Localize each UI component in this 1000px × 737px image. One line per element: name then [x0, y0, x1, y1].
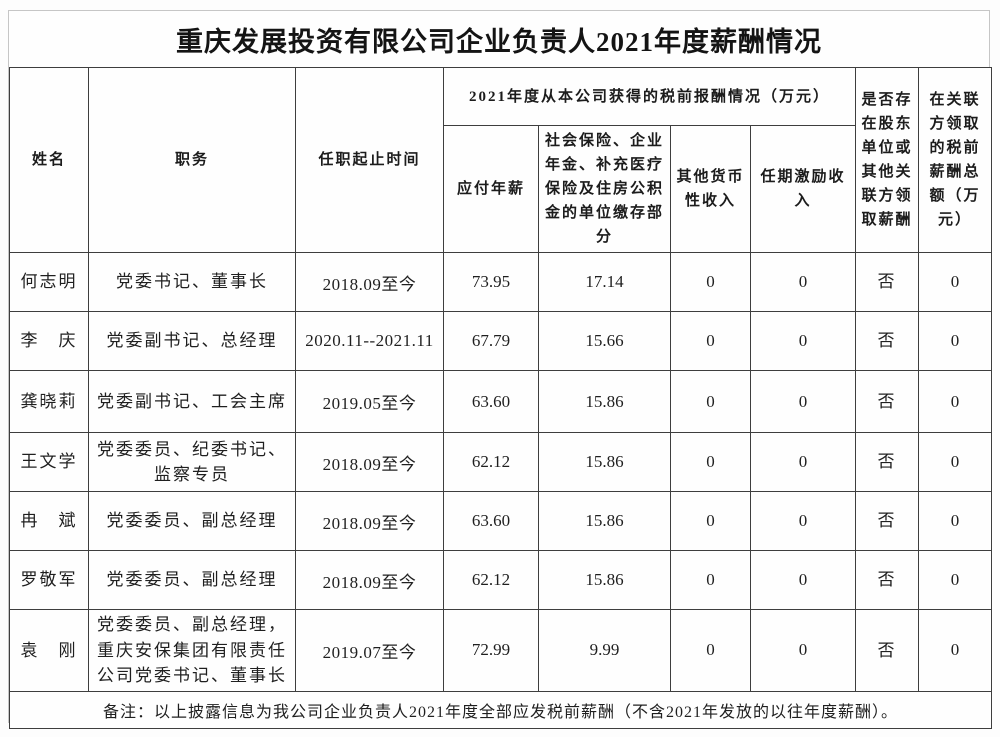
- other-income-cell: 0: [670, 311, 751, 371]
- insurance-cell: 17.14: [538, 252, 671, 312]
- position-cell: 党委委员、副总经理: [88, 491, 296, 551]
- salary-disclosure-sheet: 重庆发展投资有限公司企业负责人2021年度薪酬情况 姓名 职务 任职起止时间 2…: [8, 10, 993, 729]
- other-income-cell: 0: [670, 491, 751, 551]
- other-income-cell: 0: [670, 550, 751, 610]
- position-cell: 党委副书记、工会主席: [88, 370, 296, 433]
- related-party-cell: 否: [855, 252, 920, 312]
- annual-salary-cell: 72.99: [443, 609, 539, 692]
- position-cell: 党委书记、董事长: [88, 252, 296, 312]
- table-row: 龚晓莉 党委副书记、工会主席 2019.05至今 63.60 15.86 0 0…: [9, 370, 993, 433]
- header-row-sub: 应付年薪 社会保险、企业年金、补充医疗保险及住房公积金的单位缴存部分 其他货币性…: [10, 125, 992, 253]
- term-cell: 2018.09至今: [295, 491, 444, 551]
- col-header-compensation-group: 2021年度从本公司获得的税前报酬情况（万元）: [442, 67, 857, 126]
- position-cell: 党委委员、副总经理: [88, 550, 296, 610]
- incentive-cell: 0: [749, 252, 857, 312]
- term-cell: 2019.07至今: [295, 609, 444, 692]
- col-header-annual-salary: 应付年薪: [443, 125, 539, 253]
- annual-salary-cell: 63.60: [443, 370, 539, 433]
- related-amount-cell: 0: [918, 370, 993, 433]
- related-party-cell: 否: [855, 370, 920, 433]
- insurance-cell: 15.86: [538, 370, 671, 433]
- insurance-cell: 15.86: [538, 432, 671, 492]
- incentive-cell: 0: [749, 432, 857, 492]
- header-row-group: 姓名 职务 任职起止时间 2021年度从本公司获得的税前报酬情况（万元） 是否存…: [9, 67, 993, 253]
- other-income-cell: 0: [670, 252, 751, 312]
- incentive-cell: 0: [749, 311, 857, 371]
- incentive-cell: 0: [749, 491, 857, 551]
- table-row: 王文学 党委委员、纪委书记、监察专员 2018.09至今 62.12 15.86…: [9, 432, 993, 492]
- name-cell: 袁 刚: [9, 609, 89, 692]
- name-cell: 何志明: [9, 252, 89, 312]
- related-party-cell: 否: [855, 311, 920, 371]
- related-amount-cell: 0: [918, 491, 993, 551]
- term-cell: 2018.09至今: [295, 432, 444, 492]
- annual-salary-cell: 63.60: [443, 491, 539, 551]
- incentive-cell: 0: [749, 550, 857, 610]
- col-header-other-income: 其他货币性收入: [670, 125, 751, 253]
- related-amount-cell: 0: [918, 252, 993, 312]
- note-text: 备注：以上披露信息为我公司企业负责人2021年度全部应发税前薪酬（不含2021年…: [8, 690, 993, 729]
- insurance-cell: 9.99: [538, 609, 671, 692]
- term-cell: 2020.11--2021.11: [295, 311, 444, 371]
- related-party-cell: 否: [855, 550, 920, 610]
- term-cell: 2018.09至今: [295, 252, 444, 312]
- position-cell: 党委委员、副总经理，重庆安保集团有限责任公司党委书记、董事长: [88, 609, 296, 692]
- table-row: 袁 刚 党委委员、副总经理，重庆安保集团有限责任公司党委书记、董事长 2019.…: [9, 609, 993, 692]
- col-header-related-party: 是否存在股东单位或其他关联方领取薪酬: [855, 67, 920, 253]
- other-income-cell: 0: [670, 432, 751, 492]
- position-cell: 党委副书记、总经理: [88, 311, 296, 371]
- related-party-cell: 否: [855, 432, 920, 492]
- col-header-term: 任职起止时间: [295, 67, 444, 253]
- title-band: 重庆发展投资有限公司企业负责人2021年度薪酬情况: [9, 11, 989, 67]
- related-party-cell: 否: [855, 491, 920, 551]
- note-row: 备注：以上披露信息为我公司企业负责人2021年度全部应发税前薪酬（不含2021年…: [8, 690, 993, 729]
- col-header-related-amount: 在关联方领取的税前薪酬总额（万元）: [918, 67, 993, 253]
- salary-table: 姓名 职务 任职起止时间 2021年度从本公司获得的税前报酬情况（万元） 是否存…: [8, 67, 993, 729]
- related-amount-cell: 0: [918, 609, 993, 692]
- annual-salary-cell: 62.12: [443, 432, 539, 492]
- insurance-cell: 15.86: [538, 491, 671, 551]
- position-cell: 党委委员、纪委书记、监察专员: [88, 432, 296, 492]
- term-cell: 2018.09至今: [295, 550, 444, 610]
- table-row: 李 庆 党委副书记、总经理 2020.11--2021.11 67.79 15.…: [9, 311, 993, 371]
- col-header-incentive: 任期激励收入: [749, 125, 857, 253]
- insurance-cell: 15.86: [538, 550, 671, 610]
- name-cell: 龚晓莉: [9, 370, 89, 433]
- page-title: 重庆发展投资有限公司企业负责人2021年度薪酬情况: [176, 26, 822, 57]
- table-row: 何志明 党委书记、董事长 2018.09至今 73.95 17.14 0 0 否…: [9, 252, 993, 312]
- annual-salary-cell: 67.79: [443, 311, 539, 371]
- col-header-name: 姓名: [9, 67, 89, 253]
- name-cell: 罗敬军: [9, 550, 89, 610]
- name-cell: 李 庆: [9, 311, 89, 371]
- related-amount-cell: 0: [918, 311, 993, 371]
- table-row: 冉 斌 党委委员、副总经理 2018.09至今 63.60 15.86 0 0 …: [9, 491, 993, 551]
- incentive-cell: 0: [749, 609, 857, 692]
- table-row: 罗敬军 党委委员、副总经理 2018.09至今 62.12 15.86 0 0 …: [9, 550, 993, 610]
- insurance-cell: 15.66: [538, 311, 671, 371]
- annual-salary-cell: 62.12: [443, 550, 539, 610]
- col-header-position: 职务: [88, 67, 296, 253]
- name-cell: 冉 斌: [9, 491, 89, 551]
- incentive-cell: 0: [749, 370, 857, 433]
- related-amount-cell: 0: [918, 432, 993, 492]
- related-party-cell: 否: [855, 609, 920, 692]
- name-cell: 王文学: [9, 432, 89, 492]
- col-header-insurance: 社会保险、企业年金、补充医疗保险及住房公积金的单位缴存部分: [538, 125, 671, 253]
- other-income-cell: 0: [670, 609, 751, 692]
- term-cell: 2019.05至今: [295, 370, 444, 433]
- annual-salary-cell: 73.95: [443, 252, 539, 312]
- related-amount-cell: 0: [918, 550, 993, 610]
- other-income-cell: 0: [670, 370, 751, 433]
